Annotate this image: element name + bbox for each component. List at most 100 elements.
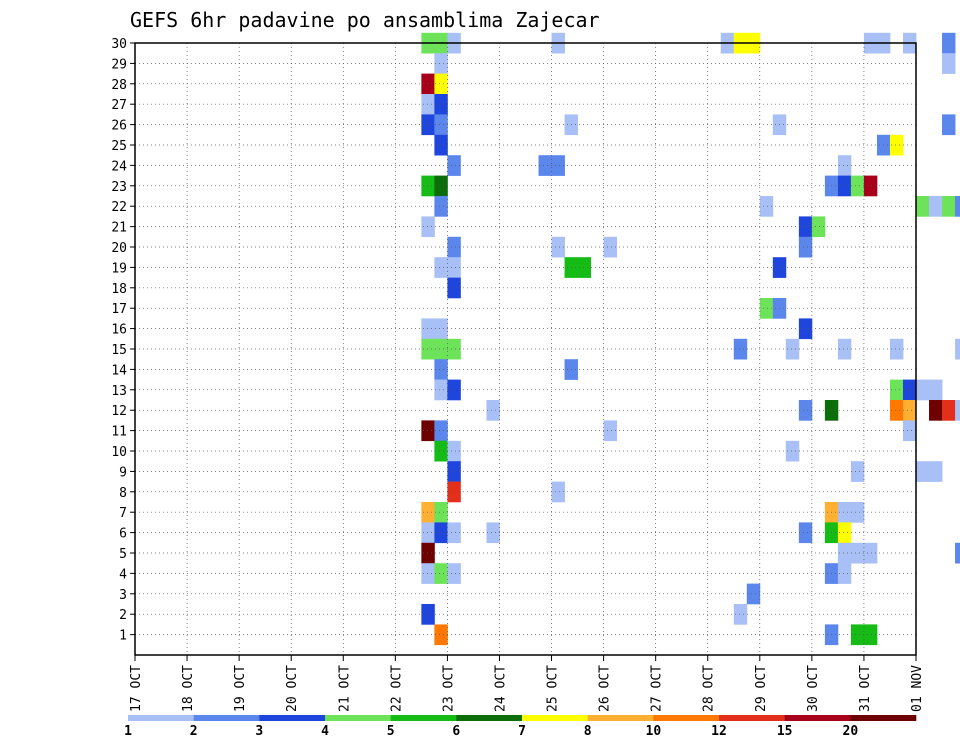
heatmap-cell (447, 440, 461, 462)
legend-label: 20 (843, 724, 859, 739)
x-tick-label: 19 OCT (233, 665, 248, 712)
heatmap-cell (421, 216, 435, 238)
heatmap-cell (942, 196, 956, 217)
x-tick-label: 31 OCT (858, 665, 873, 712)
heatmap-cell (421, 563, 435, 584)
y-tick-label: 14 (111, 363, 127, 378)
x-tick-label: 21 OCT (337, 665, 352, 712)
y-tick-label: 10 (111, 445, 127, 460)
heatmap-cell (889, 379, 904, 401)
heatmap-cell (850, 175, 865, 197)
x-tick-label: 25 OCT (546, 665, 561, 712)
y-tick-label: 28 (111, 78, 127, 93)
heatmap-cell (577, 257, 591, 278)
y-tick-label: 3 (119, 588, 127, 603)
heatmap-cell (421, 338, 435, 360)
y-tick-label: 25 (111, 139, 127, 154)
heatmap-cell (421, 94, 435, 115)
heatmap-cell (434, 94, 448, 115)
heatmap-cell (850, 461, 865, 482)
heatmap-cell (551, 155, 565, 176)
legend-swatch (653, 715, 720, 721)
legend-label: 5 (387, 724, 395, 739)
y-tick-label: 27 (111, 98, 127, 113)
heatmap-cell (421, 73, 435, 95)
heatmap-cell (889, 400, 904, 421)
heatmap-cell (942, 53, 956, 74)
heatmap-cell (798, 522, 813, 544)
heatmap-cell (421, 114, 435, 136)
heatmap-cell (955, 196, 960, 217)
heatmap-cell (929, 379, 943, 401)
heatmap-cell (434, 73, 448, 95)
y-tick-label: 21 (111, 221, 127, 236)
color-legend: 1 2 3 4 5 6 7 8 10 12 15 20 (124, 715, 917, 739)
heatmap-cell (942, 32, 956, 54)
legend-swatch (128, 715, 194, 721)
heatmap-cell (863, 175, 878, 197)
heatmap-cell (421, 604, 435, 625)
heatmap-cell (434, 379, 448, 401)
heatmap-cell (863, 542, 878, 564)
legend-label: 6 (452, 724, 460, 739)
x-tick-label: 29 OCT (754, 665, 769, 712)
heatmap-cells (421, 32, 960, 646)
heatmap-cell (434, 624, 448, 646)
heatmap-cell (551, 236, 565, 258)
heatmap-cell (434, 257, 448, 278)
y-tick-label: 13 (111, 384, 127, 399)
heatmap-cell (434, 522, 448, 544)
heatmap-cell (902, 400, 917, 421)
heatmap-cell (434, 563, 448, 584)
y-tick-label: 18 (111, 282, 127, 297)
heatmap-cell (785, 338, 800, 360)
heatmap-cell (434, 134, 448, 156)
heatmap-cell (421, 175, 435, 197)
legend-swatch (522, 715, 588, 721)
heatmap-cell (889, 338, 904, 360)
heatmap-cell (447, 155, 461, 176)
heatmap-cell (434, 359, 448, 380)
legend-label: 2 (190, 724, 198, 739)
heatmap-cell (850, 624, 865, 646)
y-tick-label: 12 (111, 404, 127, 419)
heatmap-cell (434, 440, 448, 462)
heatmap-cell (447, 277, 461, 299)
heatmap-cell (955, 338, 960, 360)
heatmap-cell (837, 542, 852, 564)
heatmap-cell (837, 175, 852, 197)
x-tick-label: 28 OCT (702, 665, 717, 712)
heatmap-cell (434, 196, 448, 217)
y-tick-label: 9 (119, 465, 127, 480)
heatmap-cell (538, 155, 552, 176)
heatmap-cell (850, 542, 865, 564)
legend-swatch (390, 715, 457, 721)
y-tick-label: 4 (119, 567, 127, 582)
legend-label: 8 (584, 724, 592, 739)
heatmap-cell (955, 542, 960, 564)
heatmap-cell (798, 318, 813, 340)
x-tick-label: 27 OCT (650, 665, 665, 712)
legend-label: 7 (518, 724, 526, 739)
heatmap-cell (850, 502, 865, 523)
heatmap-cell (916, 461, 930, 482)
heatmap-cell (837, 338, 852, 360)
legend-label: 4 (321, 724, 329, 739)
x-tick-label: 01 NOV (910, 665, 925, 712)
heatmap-cell (447, 481, 461, 503)
heatmap-cell (916, 379, 930, 401)
heatmap-cell (486, 400, 500, 421)
heatmap-cell (837, 563, 852, 584)
heatmap-cell (551, 481, 565, 503)
x-tick-label: 26 OCT (598, 665, 613, 712)
legend-label: 12 (711, 724, 727, 739)
heatmap-cell (916, 196, 930, 217)
heatmap-cell (942, 114, 956, 136)
heatmap-cell (929, 196, 943, 217)
legend-label: 10 (646, 724, 662, 739)
heatmap-cell (447, 338, 461, 360)
x-tick-label: 30 OCT (806, 665, 821, 712)
y-tick-label: 11 (111, 425, 127, 440)
y-tick-label: 30 (111, 37, 127, 52)
